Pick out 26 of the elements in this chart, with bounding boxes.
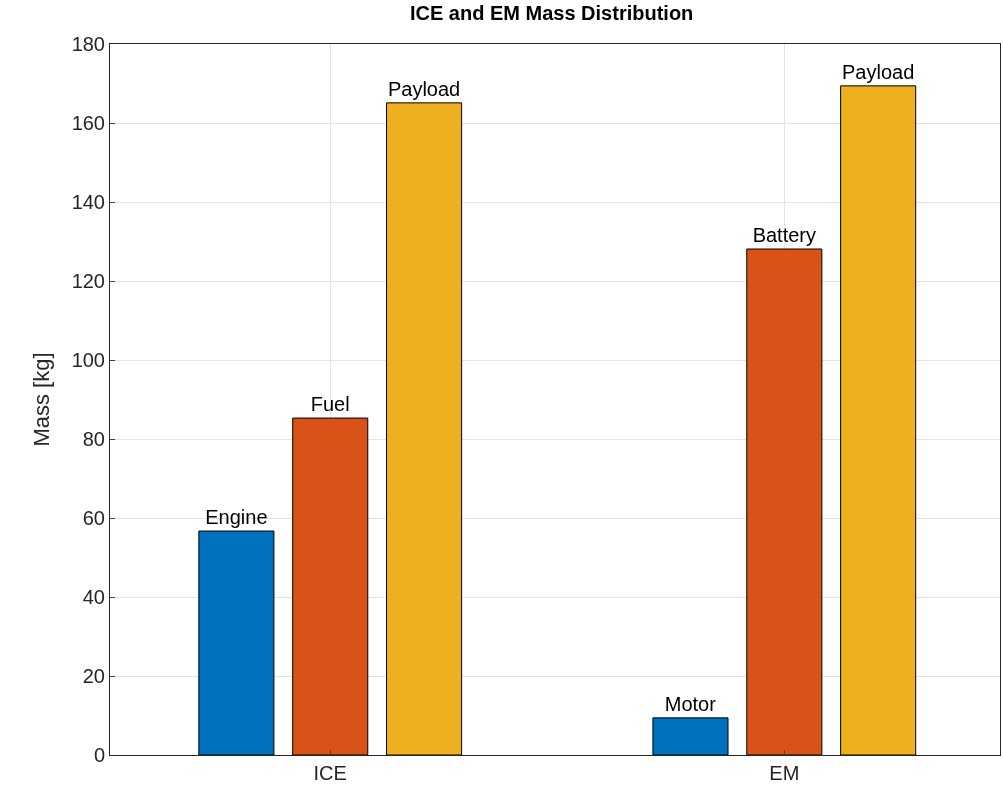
data-label: Motor — [664, 692, 717, 715]
y-tick-label: 60 — [82, 507, 105, 529]
y-tick-label: 100 — [71, 349, 105, 371]
y-tick-label: 180 — [71, 33, 105, 55]
y-tick-label: 40 — [82, 586, 105, 608]
x-tick-label: EM — [769, 762, 800, 784]
bar — [198, 530, 275, 755]
data-label: Fuel — [310, 393, 350, 416]
y-tick-label: 20 — [82, 665, 105, 687]
data-label: Battery — [752, 224, 816, 247]
x-tick-label: ICE — [313, 762, 347, 784]
y-tick-label: 160 — [71, 112, 105, 134]
data-label: Payload — [387, 77, 461, 100]
chart-title: ICE and EM Mass Distribution — [409, 2, 694, 25]
bar — [840, 85, 917, 755]
data-label: Engine — [205, 506, 268, 529]
y-axis-title: Mass [kg] — [29, 352, 55, 447]
bar — [386, 102, 463, 755]
y-tick-label: 80 — [82, 428, 105, 450]
y-tick-label: 0 — [93, 744, 105, 766]
y-tick-label: 120 — [71, 270, 105, 292]
y-tick-label: 140 — [71, 191, 105, 213]
bar — [746, 248, 823, 755]
bar — [292, 417, 369, 755]
bar — [652, 717, 729, 755]
data-label: Payload — [842, 60, 915, 83]
